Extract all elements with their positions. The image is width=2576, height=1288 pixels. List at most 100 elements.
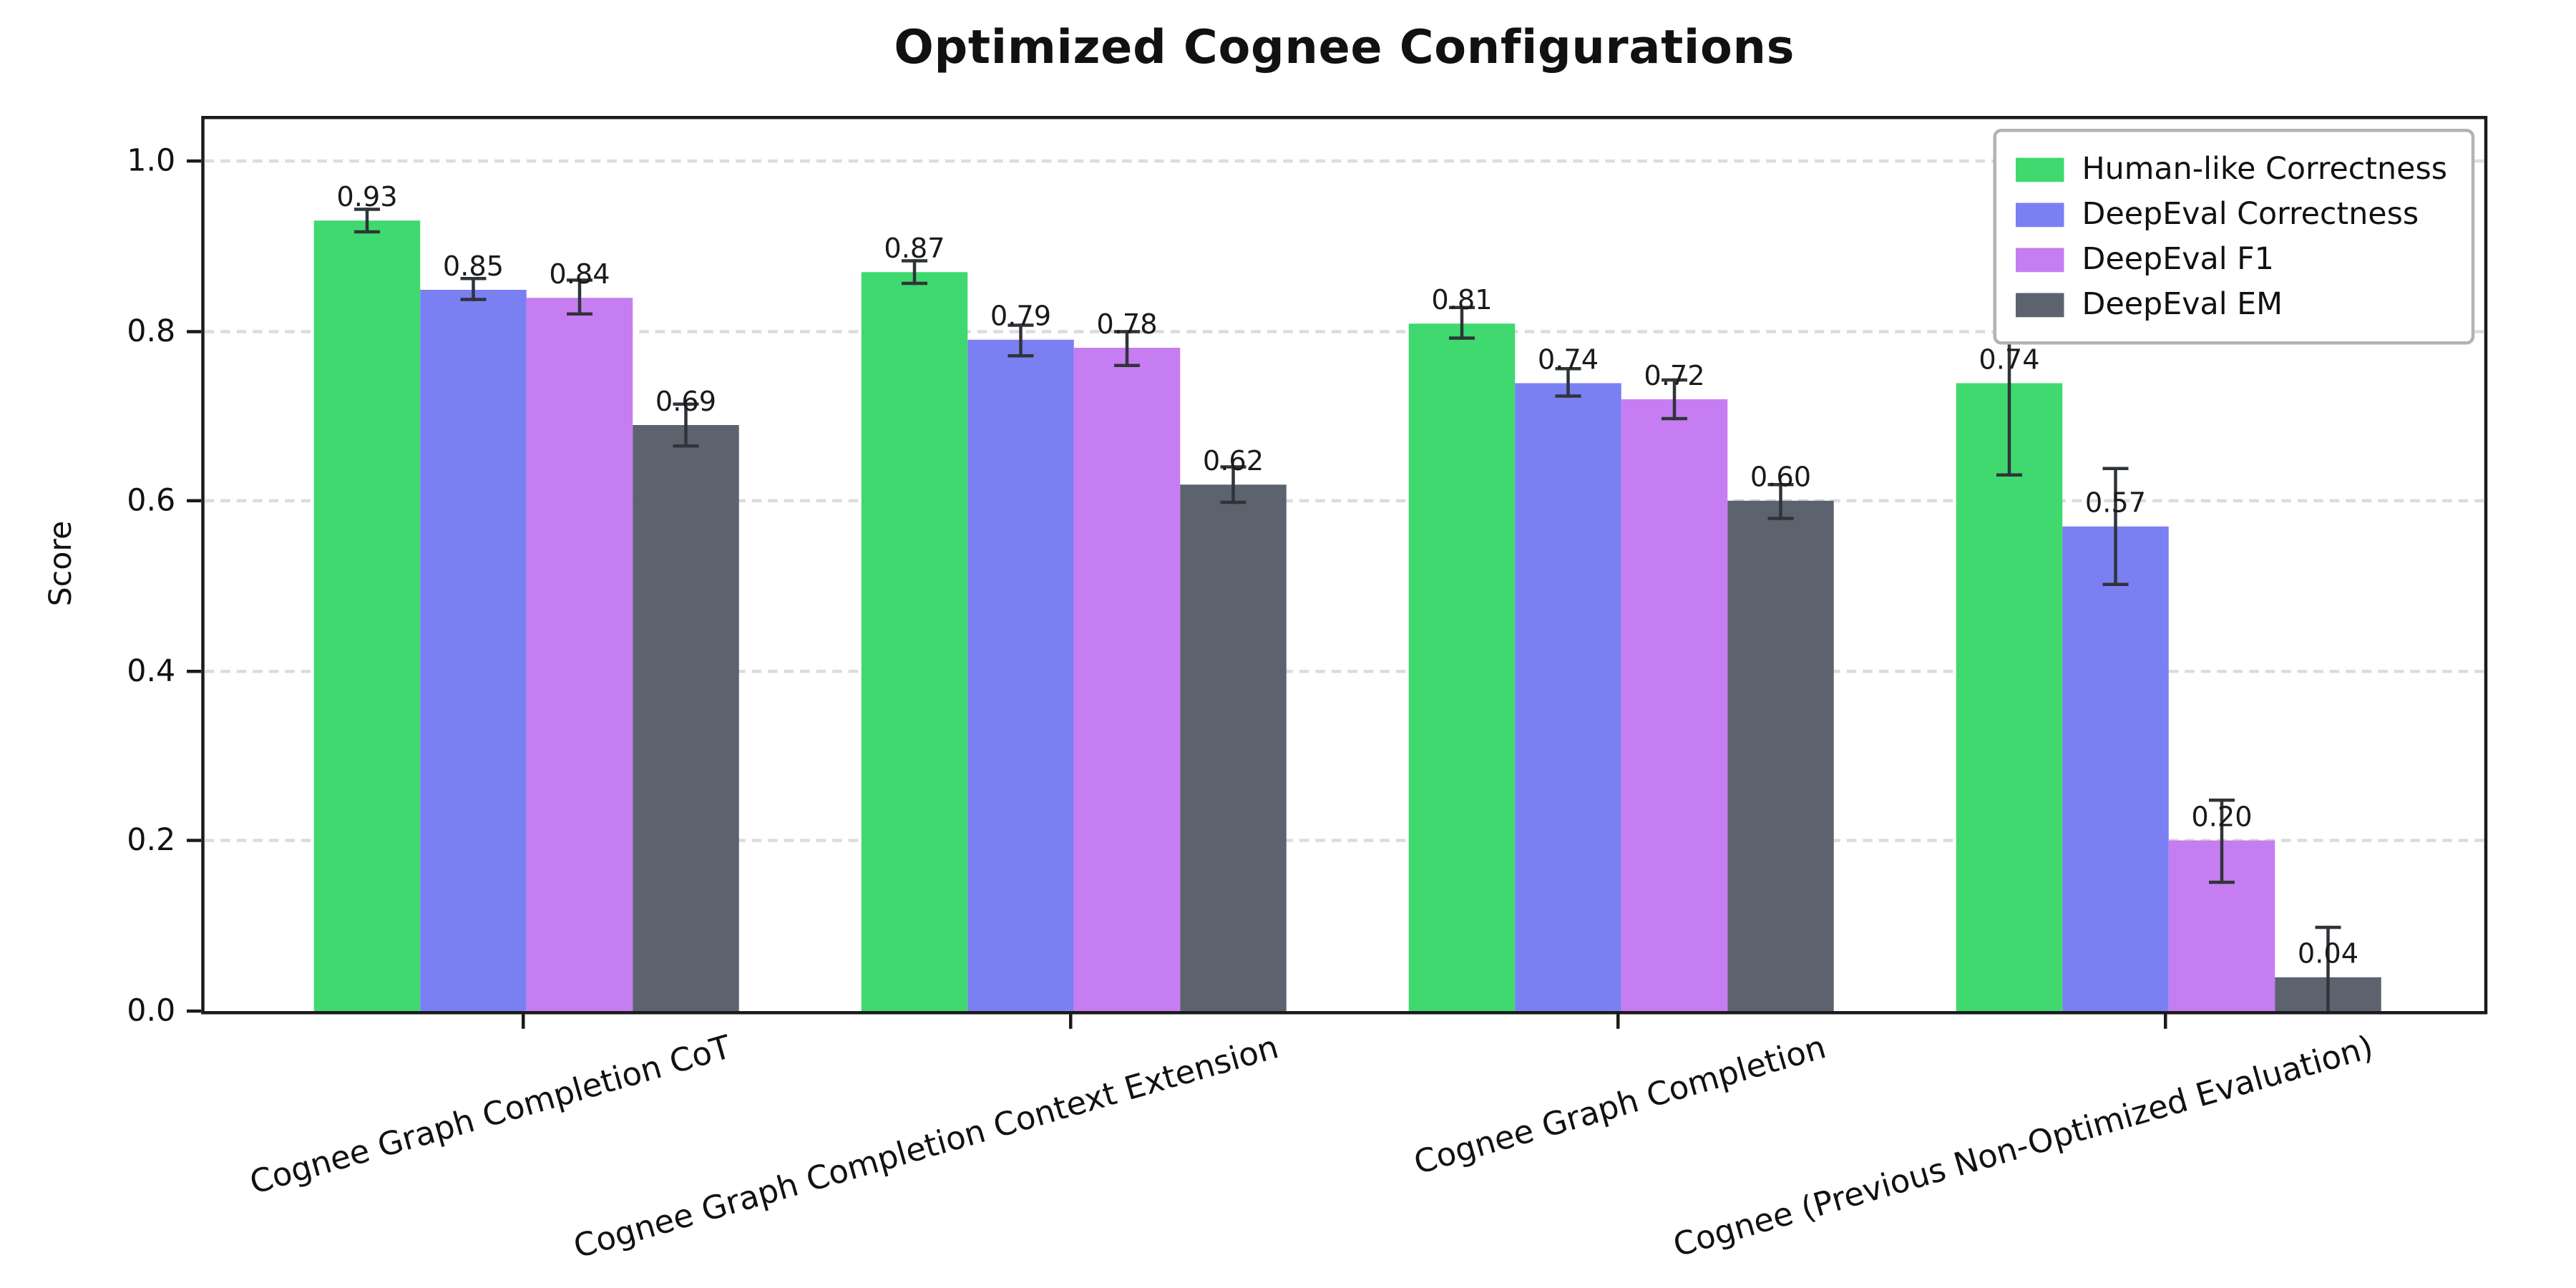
x-axis-ticks	[201, 1014, 2487, 1031]
bar	[967, 340, 1074, 1011]
gridline	[204, 160, 2484, 164]
y-tick-mark	[187, 669, 202, 673]
error-bar	[2326, 926, 2330, 1011]
bar-group: 0.74 0.57 0.20 0.04	[1956, 119, 2381, 1011]
error-bar	[1231, 464, 1235, 504]
y-tick-mark	[187, 330, 202, 333]
y-axis: 0.0 0.2 0.4 0.6 0.8 1.0	[0, 119, 202, 1029]
bar-value-label: 0.74	[1979, 343, 2040, 376]
legend-item: DeepEval Correctness	[2016, 192, 2447, 237]
error-cap-bottom	[1662, 417, 1687, 421]
gridline	[204, 669, 2484, 673]
legend-item: Human-like Correctness	[2016, 147, 2447, 192]
legend-swatch-deepeval-f1	[2016, 247, 2064, 272]
error-cap-bottom	[902, 281, 927, 286]
bar-group: 0.93 0.85 0.84 0.69	[313, 119, 739, 1011]
error-bar	[1672, 378, 1677, 421]
x-tick-mark	[522, 1014, 525, 1029]
error-cap-bottom	[354, 230, 380, 234]
error-bar	[1566, 367, 1570, 398]
bar-value-label: 0.84	[549, 258, 610, 291]
bar-value-label: 0.60	[1750, 462, 1812, 495]
y-tick-label: 0.2	[127, 823, 176, 859]
legend-label: DeepEval F1	[2082, 241, 2274, 278]
error-cap-bottom	[1008, 353, 1034, 357]
bar	[420, 288, 527, 1011]
error-cap-top	[2315, 926, 2341, 930]
bar	[526, 297, 633, 1011]
y-tick-mark	[187, 160, 202, 164]
error-cap-top	[673, 403, 699, 406]
error-cap-bottom	[673, 444, 699, 447]
error-bar	[684, 403, 688, 447]
y-tick-mark	[187, 499, 202, 503]
chart-title: Optimized Cognee Configurations	[894, 19, 1795, 74]
bar	[1515, 382, 1621, 1011]
error-cap-top	[2209, 799, 2235, 802]
error-bar	[1019, 323, 1023, 357]
error-bar	[1125, 329, 1129, 368]
error-cap-bottom	[1996, 472, 2022, 477]
error-cap-top	[1114, 329, 1140, 333]
bar	[2062, 527, 2169, 1011]
legend-swatch-human-like-correctness	[2016, 157, 2064, 182]
bar-value-label: 0.62	[1202, 446, 1264, 479]
bar-group: 0.81 0.74 0.72 0.60	[1408, 119, 1834, 1011]
legend-swatch-deepeval-correctness	[2016, 202, 2064, 227]
error-bar	[2220, 799, 2224, 884]
bar	[1073, 348, 1181, 1011]
error-bar	[2007, 288, 2011, 477]
y-tick-label: 0.4	[127, 653, 176, 689]
bar-value-label: 0.57	[2084, 488, 2147, 521]
bar-value-label: 0.20	[2191, 802, 2253, 835]
bar	[633, 424, 739, 1011]
legend-label: DeepEval EM	[2082, 286, 2283, 323]
y-tick-label: 1.0	[127, 144, 176, 180]
error-cap-top	[460, 276, 487, 280]
x-tick-mark	[1616, 1014, 1620, 1029]
error-cap-bottom	[2102, 582, 2129, 587]
bar	[1956, 382, 2063, 1011]
error-cap-bottom	[460, 298, 487, 302]
error-cap-top	[354, 208, 380, 212]
error-cap-top	[1662, 378, 1687, 382]
legend-item: DeepEval EM	[2016, 282, 2447, 327]
bar-value-label: 0.85	[442, 250, 504, 283]
error-cap-top	[1767, 483, 1794, 487]
bar-value-label: 0.72	[1644, 361, 1705, 394]
bar	[1727, 501, 1834, 1011]
bar-value-label: 0.04	[2297, 938, 2359, 971]
error-cap-top	[567, 278, 592, 283]
gridline	[204, 330, 2484, 333]
bar-value-label: 0.81	[1431, 284, 1493, 317]
error-bar	[365, 208, 369, 234]
error-bar	[2114, 467, 2117, 587]
y-tick-mark	[187, 839, 202, 843]
error-cap-bottom	[1220, 500, 1246, 504]
bar	[1621, 399, 1728, 1011]
bar-value-label: 0.74	[1537, 343, 1599, 376]
bar-value-label: 0.79	[990, 301, 1052, 334]
bar-value-label: 0.93	[336, 182, 398, 215]
y-tick-mark	[187, 1009, 202, 1013]
gridline	[204, 839, 2484, 843]
error-bar	[1779, 483, 1782, 519]
error-cap-bottom	[1767, 516, 1794, 519]
bar-value-label: 0.78	[1096, 310, 1158, 343]
error-bar	[912, 259, 917, 286]
y-tick-label: 0.0	[127, 993, 176, 1029]
legend: Human-like Correctness DeepEval Correctn…	[1993, 129, 2475, 345]
error-cap-top	[1449, 306, 1475, 310]
x-axis-labels: Cognee Graph Completion CoT Cognee Graph …	[0, 1028, 2576, 1288]
legend-swatch-deepeval-em	[2016, 292, 2064, 317]
bar	[1408, 323, 1516, 1011]
x-tick-mark	[2164, 1014, 2167, 1029]
bar-value-label: 0.69	[655, 386, 717, 419]
y-tick-label: 0.6	[127, 483, 176, 519]
error-cap-bottom	[567, 313, 592, 316]
error-cap-bottom	[1449, 336, 1475, 341]
bar	[313, 220, 421, 1011]
y-tick-label: 0.8	[127, 313, 176, 350]
legend-label: DeepEval Correctness	[2082, 196, 2419, 233]
